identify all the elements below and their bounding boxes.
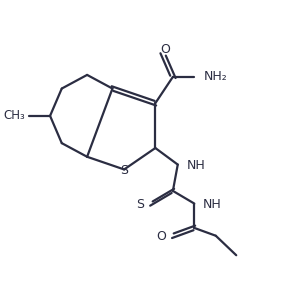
- Text: NH: NH: [203, 198, 222, 211]
- Text: NH: NH: [187, 159, 205, 172]
- Text: NH₂: NH₂: [204, 70, 228, 83]
- Text: S: S: [137, 198, 145, 211]
- Text: CH₃: CH₃: [3, 109, 25, 122]
- Text: O: O: [156, 230, 166, 243]
- Text: S: S: [120, 164, 128, 177]
- Text: O: O: [160, 43, 170, 56]
